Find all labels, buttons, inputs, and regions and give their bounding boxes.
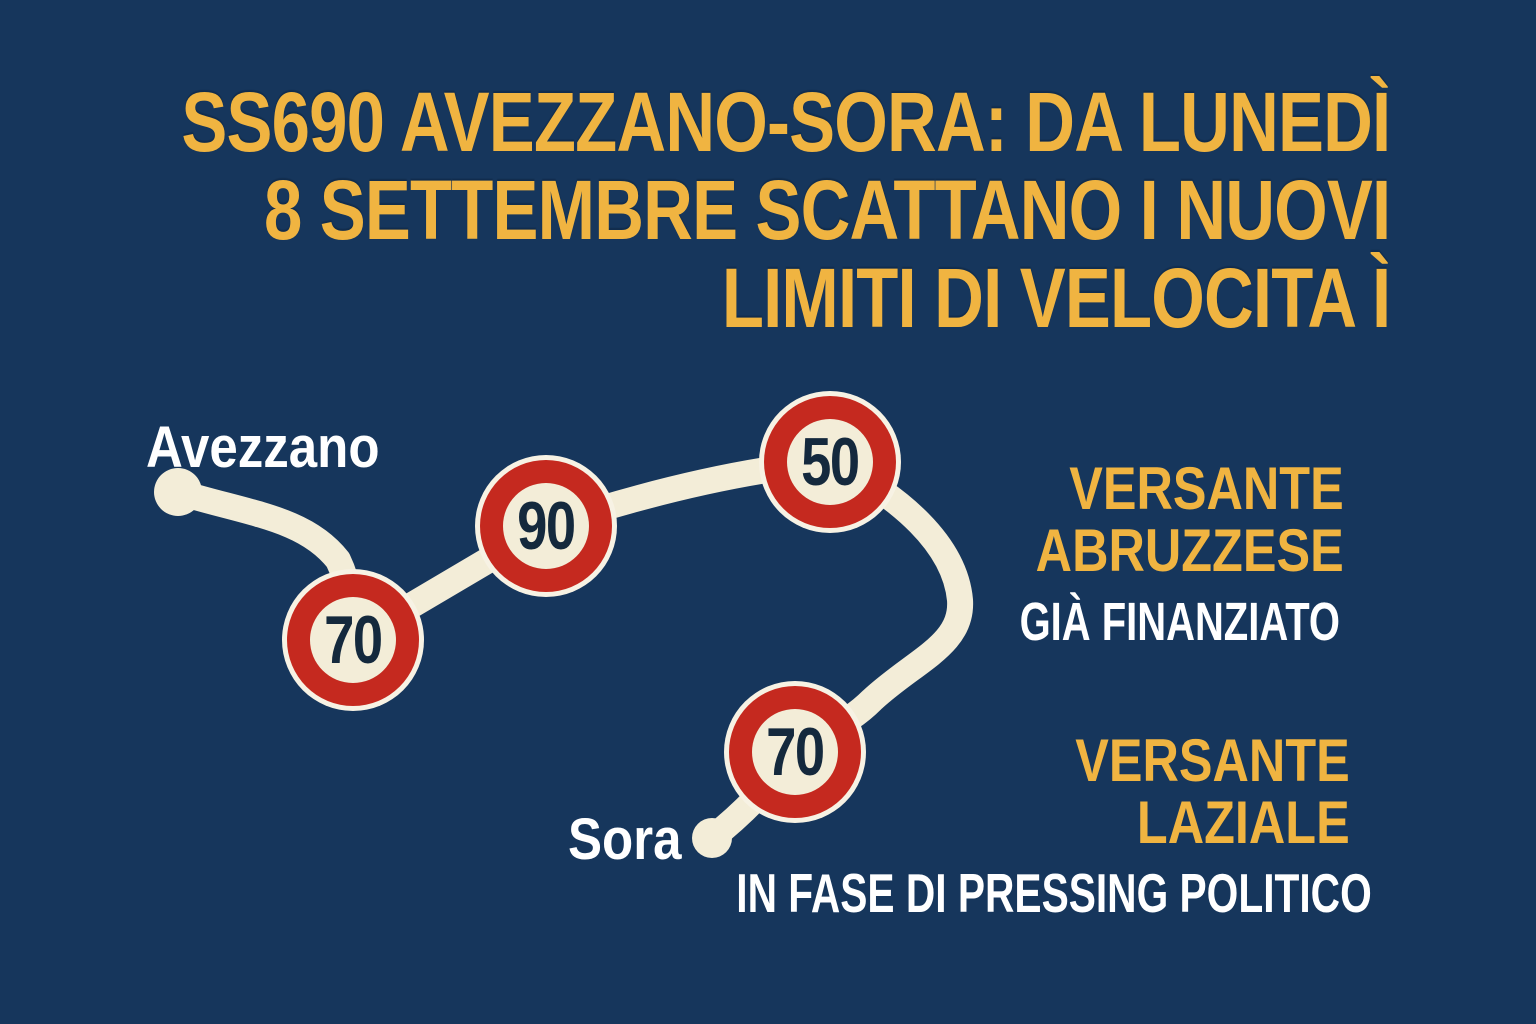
- city-label-sora: Sora: [568, 807, 682, 872]
- speed-limit-sign-50: 50: [764, 396, 896, 528]
- panel-title-line-2: ABRUZZESE: [1035, 517, 1344, 584]
- speed-limit-sign-face: 50: [787, 419, 873, 505]
- panel-title-line-1: VERSANTE: [1069, 455, 1344, 522]
- speed-limit-sign-face: 90: [503, 483, 589, 569]
- city-label-avezzano: Avezzano: [146, 415, 380, 480]
- headline: SS690 AVEZZANO-SORA: DA LUNEDÌ 8 SETTEMB…: [181, 75, 1391, 345]
- panel-title-versante-abruzzese: VERSANTE ABRUZZESE: [1036, 458, 1344, 582]
- speed-limit-sign-face: 70: [752, 709, 838, 795]
- panel-title-line-1: VERSANTE: [1075, 727, 1350, 794]
- speed-limit-sign-70-sora-side: 70: [729, 686, 861, 818]
- speed-limit-sign-70-avezzano-side: 70: [287, 574, 419, 706]
- route-endpoint-avezzano-dot: [154, 468, 202, 516]
- speed-limit-sign-face: 70: [310, 597, 396, 683]
- speed-limit-value: 50: [801, 424, 860, 500]
- panel-title-versante-laziale: VERSANTE LAZIALE: [1076, 730, 1350, 854]
- speed-limit-value: 70: [324, 602, 383, 678]
- headline-line-3: LIMITI DI VELOCITA Ì: [721, 251, 1390, 345]
- headline-line-2: 8 SETTEMBRE SCATTANO I NUOVI: [263, 163, 1391, 257]
- speed-limit-sign-90: 90: [480, 460, 612, 592]
- route-endpoint-sora-dot: [692, 818, 732, 858]
- speed-limit-value: 90: [517, 488, 576, 564]
- speed-limit-value: 70: [766, 714, 825, 790]
- panel-status-abruzzese: GIÀ FINANZIATO: [1019, 592, 1340, 652]
- panel-title-line-2: LAZIALE: [1137, 789, 1350, 856]
- panel-status-laziale: IN FASE DI PRESSING POLITICO: [736, 862, 1372, 924]
- headline-line-1: SS690 AVEZZANO-SORA: DA LUNEDÌ: [181, 75, 1391, 169]
